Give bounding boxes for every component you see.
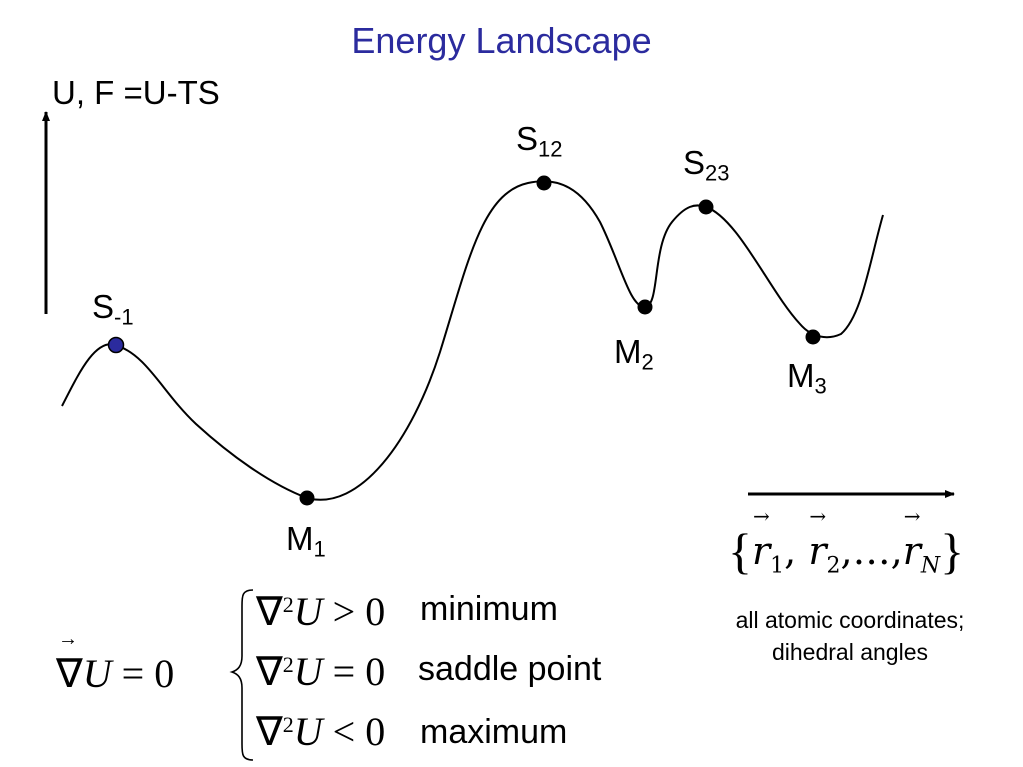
coordinate-note: all atomic coordinates; dihedral angles [735,607,965,665]
condition-saddle: ∇2U = 0 [256,649,386,694]
label-S23: S23 [683,144,730,186]
condition-maximum-label: maximum [420,713,568,751]
coordinate-set: {r1, r2,…,rN} [728,504,964,580]
point-M3 [805,329,821,345]
point-S-1 [107,336,125,354]
energy-curve [61,180,884,501]
point-S23 [698,199,714,215]
point-M2 [637,299,653,315]
condition-minimum-label: minimum [420,590,558,628]
y-axis-label: U, F =U-TS [52,74,220,111]
slide-title: Energy Landscape [351,20,652,61]
gradient-equation: ∇U = 0 [56,628,174,697]
label-M3: M3 [787,357,827,399]
label-M1: M1 [286,520,326,562]
conditions-brace [229,589,254,761]
condition-minimum: ∇2U > 0 [256,589,386,634]
label-S-1: S-1 [92,288,134,330]
label-S12: S12 [516,120,563,162]
point-M1 [299,490,315,506]
label-M2: M2 [614,333,654,375]
condition-maximum: ∇2U < 0 [256,709,386,754]
condition-saddle-label: saddle point [418,650,602,688]
point-S12 [536,175,552,191]
